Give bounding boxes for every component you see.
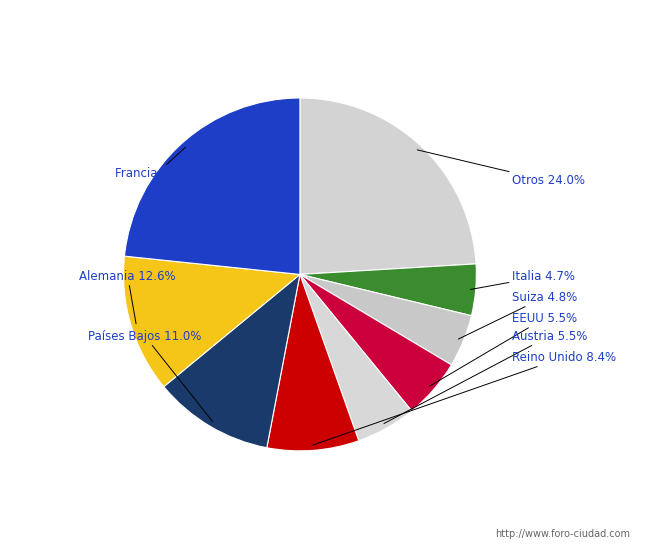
Text: Otros 24.0%: Otros 24.0% — [417, 150, 584, 188]
Text: Suiza 4.8%: Suiza 4.8% — [458, 291, 577, 339]
Wedge shape — [266, 274, 359, 451]
Text: Reino Unido 8.4%: Reino Unido 8.4% — [313, 351, 616, 445]
Wedge shape — [300, 98, 476, 274]
Wedge shape — [124, 256, 300, 387]
Text: Austria 5.5%: Austria 5.5% — [384, 329, 587, 424]
Text: Países Bajos 11.0%: Países Bajos 11.0% — [88, 329, 213, 422]
Text: Italia 4.7%: Italia 4.7% — [471, 270, 575, 289]
Wedge shape — [164, 274, 300, 448]
Text: Alemania 12.6%: Alemania 12.6% — [79, 270, 176, 324]
Text: Caldes de Montbui - Turistas extranjeros según país - Abril de 2024: Caldes de Montbui - Turistas extranjeros… — [57, 17, 593, 30]
Text: http://www.foro-ciudad.com: http://www.foro-ciudad.com — [495, 529, 630, 539]
Text: Francia 23.3%: Francia 23.3% — [114, 147, 198, 180]
Wedge shape — [300, 274, 451, 411]
Wedge shape — [300, 274, 471, 365]
Wedge shape — [124, 98, 300, 274]
Wedge shape — [300, 264, 476, 316]
Text: EEUU 5.5%: EEUU 5.5% — [430, 312, 577, 386]
Wedge shape — [300, 274, 411, 441]
